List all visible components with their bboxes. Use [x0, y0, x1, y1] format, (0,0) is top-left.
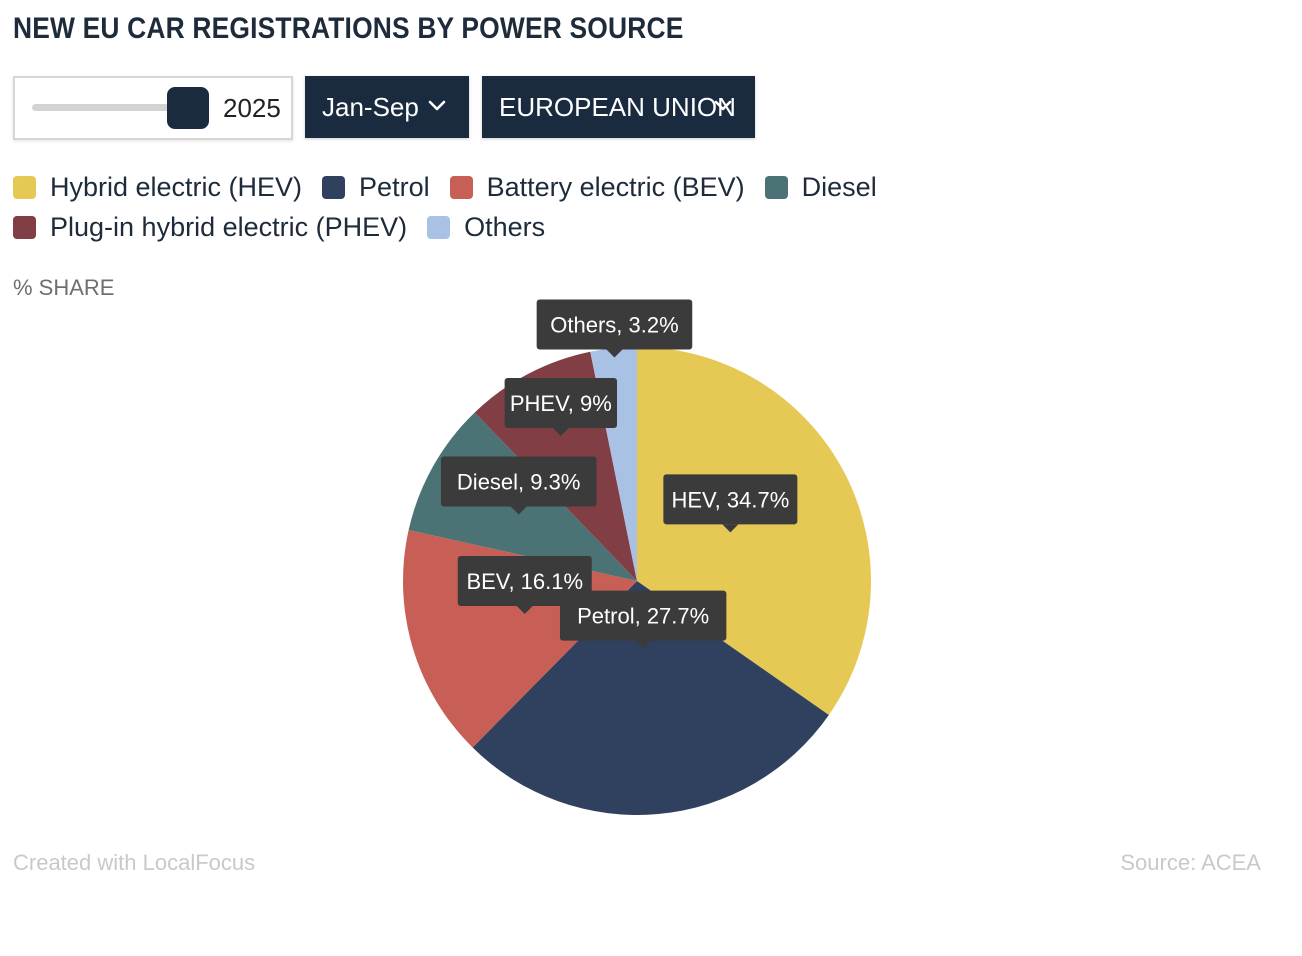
legend-item[interactable]: Plug-in hybrid electric (PHEV) — [13, 212, 407, 242]
chart-legend: Hybrid electric (HEV) Petrol Battery elect… — [13, 172, 1283, 242]
data-label-hev: HEV, 34.7% — [663, 474, 798, 533]
slider-track[interactable] — [32, 104, 192, 111]
data-label-text: Others, 3.2% — [550, 312, 678, 337]
chevron-down-icon — [428, 100, 446, 111]
source-text: Source: ACEA — [1120, 850, 1261, 875]
data-label-text: Petrol, 27.7% — [577, 604, 709, 629]
period-dropdown-label: Jan-Sep — [322, 91, 419, 122]
legend-item[interactable]: Hybrid electric (HEV) — [13, 172, 302, 202]
data-label-phev: PHEV, 9% — [504, 377, 618, 436]
data-label-diesel: Diesel, 9.3% — [440, 456, 597, 515]
data-label-text: HEV, 34.7% — [671, 487, 789, 512]
period-dropdown[interactable]: Jan-Sep — [305, 76, 469, 138]
legend-label: Plug-in hybrid electric (PHEV) — [50, 211, 408, 242]
legend-swatch — [13, 215, 36, 239]
legend-swatch — [13, 175, 36, 199]
legend-swatch — [764, 175, 788, 199]
legend-item[interactable]: Others — [427, 212, 545, 242]
slider-thumb[interactable] — [167, 87, 209, 129]
pie-slice-petrol[interactable] — [472, 581, 829, 815]
data-label-text: Diesel, 9.3% — [457, 469, 581, 494]
legend-item[interactable]: Diesel — [764, 171, 877, 202]
data-label-text: PHEV, 9% — [510, 391, 612, 416]
legend-swatch — [322, 175, 346, 199]
legend-label: Petrol — [359, 171, 430, 202]
legend-label: Others — [464, 211, 546, 242]
chevron-down-icon — [714, 100, 732, 111]
legend-label: Battery electric (BEV) — [486, 171, 745, 202]
data-label-others: Others, 3.2% — [536, 299, 693, 358]
credit-text: Created with LocalFocus — [13, 850, 256, 875]
data-label-bev: BEV, 16.1% — [457, 555, 592, 614]
legend-label: Diesel — [801, 171, 877, 202]
year-value: 2025 — [223, 93, 281, 123]
legend-item[interactable]: Battery electric (BEV) — [449, 171, 745, 202]
data-label-text: BEV, 16.1% — [466, 569, 583, 594]
chart-title: NEW EU CAR REGISTRATIONS BY POWER SOURCE — [13, 12, 684, 45]
pie-slice-hev[interactable] — [637, 347, 871, 715]
unit-label: % SHARE — [13, 275, 115, 300]
legend-label: Hybrid electric (HEV) — [50, 171, 303, 202]
year-slider[interactable]: 2025 — [13, 76, 293, 140]
region-dropdown[interactable]: EUROPEAN UNION — [482, 76, 755, 138]
legend-item[interactable]: Petrol — [322, 172, 430, 202]
legend-swatch — [449, 175, 473, 199]
legend-swatch — [427, 215, 451, 239]
region-dropdown-label: EUROPEAN UNION — [499, 91, 736, 122]
data-label-petrol: Petrol, 27.7% — [559, 590, 727, 649]
